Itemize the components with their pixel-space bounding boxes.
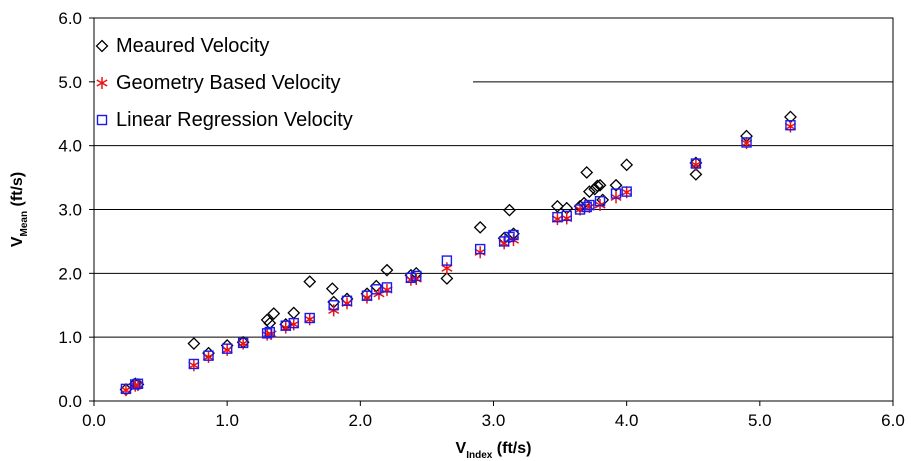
legend-entry: Linear Regression Velocity bbox=[98, 109, 353, 131]
diamond-point bbox=[381, 265, 392, 276]
asterisk-point bbox=[499, 237, 509, 249]
x-tick-label: 1.0 bbox=[215, 411, 239, 430]
x-axis-title-subscript: Index bbox=[466, 450, 493, 461]
asterisk-point bbox=[362, 292, 372, 304]
diamond-point bbox=[304, 276, 315, 287]
x-tick-label: 6.0 bbox=[881, 411, 905, 430]
asterisk-point bbox=[189, 359, 199, 371]
diamond-point bbox=[288, 307, 299, 318]
legend-label: Meaured Velocity bbox=[116, 35, 269, 57]
asterisk-point bbox=[121, 384, 131, 396]
y-tick-label: 2.0 bbox=[58, 264, 82, 283]
diamond-point bbox=[504, 205, 515, 216]
x-axis-title: VIndex (ft/s) bbox=[456, 440, 532, 461]
y-axis-ticks: 0.0 1.0 2.0 3.0 4.0 5.0 6.0 bbox=[58, 9, 94, 411]
x-axis-title-unit: (ft/s) bbox=[492, 440, 531, 457]
x-tick-label: 2.0 bbox=[349, 411, 373, 430]
x-axis-title-main: V bbox=[456, 440, 467, 457]
diamond-point bbox=[188, 338, 199, 349]
y-axis-title-main: V bbox=[9, 236, 26, 247]
y-tick-label: 6.0 bbox=[58, 9, 82, 28]
asterisk-point bbox=[475, 246, 485, 258]
data-points bbox=[120, 111, 796, 396]
diamond-point bbox=[581, 167, 592, 178]
asterisk-point bbox=[442, 262, 452, 274]
diamond-point bbox=[327, 283, 338, 294]
y-axis-title: VMean (ft/s) bbox=[9, 172, 30, 247]
y-tick-label: 1.0 bbox=[58, 328, 82, 347]
diamond-point bbox=[552, 201, 563, 212]
legend-entry: Meaured Velocity bbox=[97, 35, 270, 57]
legend-label: Linear Regression Velocity bbox=[116, 109, 353, 131]
diamond-point bbox=[621, 159, 632, 170]
y-axis-title-unit: (ft/s) bbox=[9, 172, 26, 211]
y-tick-label: 5.0 bbox=[58, 73, 82, 92]
x-tick-label: 5.0 bbox=[748, 411, 772, 430]
series-2 bbox=[121, 121, 796, 397]
legend: Meaured Velocity Geometry Based Velocity L… bbox=[95, 26, 473, 138]
series-3 bbox=[121, 121, 795, 394]
x-tick-label: 4.0 bbox=[615, 411, 639, 430]
asterisk-point bbox=[552, 213, 562, 225]
asterisk-point bbox=[222, 344, 232, 356]
diamond-point bbox=[441, 273, 452, 284]
x-tick-label: 3.0 bbox=[482, 411, 506, 430]
diamond-point bbox=[475, 222, 486, 233]
y-tick-label: 4.0 bbox=[58, 137, 82, 156]
asterisk-point bbox=[382, 284, 392, 296]
asterisk-point bbox=[305, 313, 315, 325]
legend-entry: Geometry Based Velocity bbox=[97, 72, 341, 94]
y-tick-label: 0.0 bbox=[58, 392, 82, 411]
legend-label: Geometry Based Velocity bbox=[116, 72, 341, 94]
asterisk-point bbox=[562, 212, 572, 224]
y-axis-title-subscript: Mean bbox=[19, 211, 30, 237]
x-tick-label: 0.0 bbox=[82, 411, 106, 430]
asterisk-point bbox=[203, 351, 213, 363]
asterisk-point bbox=[785, 121, 795, 133]
x-axis-ticks: 0.0 1.0 2.0 3.0 4.0 5.0 6.0 bbox=[82, 401, 905, 430]
y-tick-label: 3.0 bbox=[58, 201, 82, 220]
asterisk-point bbox=[342, 297, 352, 309]
